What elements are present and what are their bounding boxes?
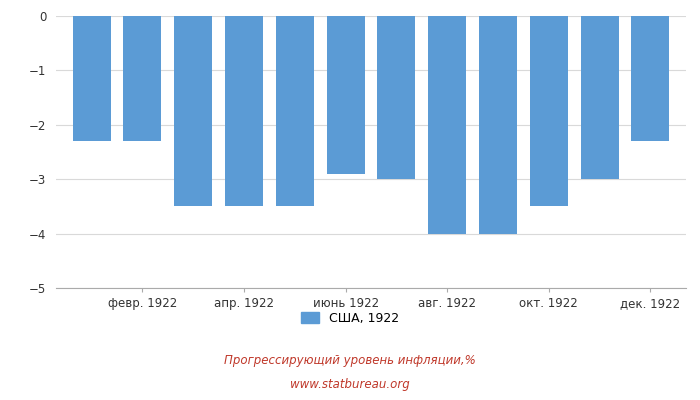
- Text: Прогрессирующий уровень инфляции,%: Прогрессирующий уровень инфляции,%: [224, 354, 476, 367]
- Bar: [479, 16, 517, 234]
- Bar: [428, 16, 466, 234]
- Bar: [276, 16, 314, 206]
- Bar: [73, 16, 111, 141]
- Bar: [123, 16, 162, 141]
- Bar: [377, 16, 416, 179]
- Bar: [174, 16, 212, 206]
- Bar: [580, 16, 619, 179]
- Text: www.statbureau.org: www.statbureau.org: [290, 378, 410, 391]
- Bar: [326, 16, 365, 174]
- Bar: [225, 16, 263, 206]
- Legend: США, 1922: США, 1922: [295, 307, 405, 330]
- Bar: [631, 16, 669, 141]
- Bar: [530, 16, 568, 206]
